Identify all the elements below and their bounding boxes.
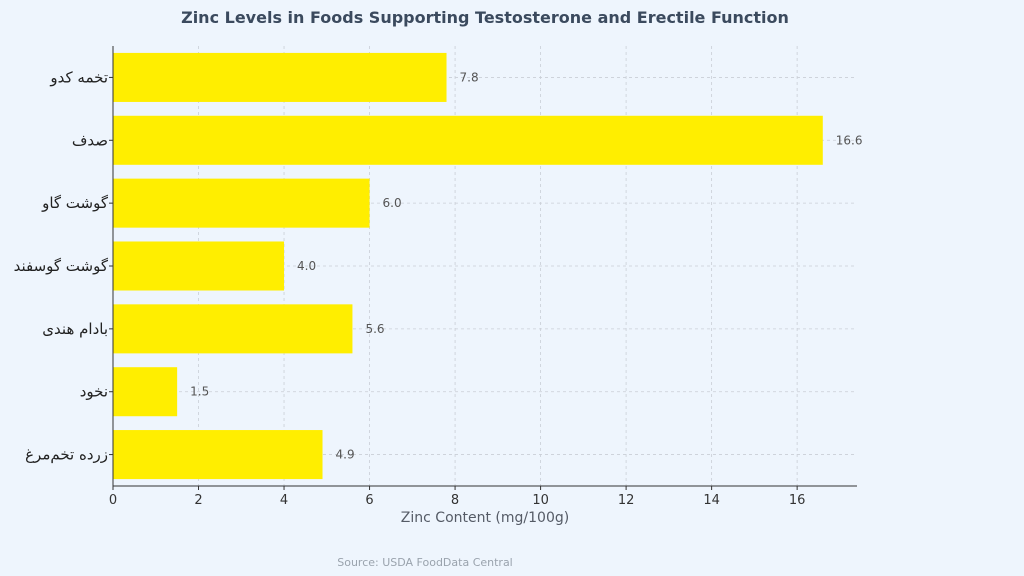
x-tick-label: 2 <box>194 493 202 508</box>
bar-value-label: 5.6 <box>365 322 384 336</box>
x-tick-label: 8 <box>451 493 459 508</box>
bar-value-label: 4.9 <box>336 448 355 462</box>
category-tick-label: نخود <box>80 383 108 401</box>
category-tick-label: بادام هندی <box>42 320 108 338</box>
bar-value-label: 4.0 <box>297 259 316 273</box>
x-tick-label: 10 <box>532 493 549 508</box>
bar <box>113 304 353 354</box>
category-tick-label: زرده تخم‌مرغ <box>25 446 108 464</box>
bar-value-label: 1.5 <box>190 385 209 399</box>
bar <box>113 430 323 480</box>
x-tick-label: 4 <box>280 493 288 508</box>
category-tick-label: گوشت گوسفند <box>14 257 109 275</box>
bar <box>113 115 823 165</box>
chart-title: Zinc Levels in Foods Supporting Testoste… <box>181 8 789 27</box>
x-tick-label: 0 <box>109 493 117 508</box>
bar <box>113 52 447 102</box>
category-tick-label: تخمه کدو <box>49 68 108 86</box>
bars-layer: 7.8 16.6 6.0 4.0 5.6 1.5 4.9 <box>113 52 863 480</box>
x-tick-label: 12 <box>618 493 635 508</box>
x-tick-label: 14 <box>703 493 720 508</box>
bar-value-label: 16.6 <box>836 133 863 147</box>
bar <box>113 241 285 291</box>
bar-value-label: 6.0 <box>383 196 402 210</box>
category-tick-label: صدف <box>72 131 108 149</box>
x-tick-label: 16 <box>789 493 806 508</box>
axis-layer: تخمه کدو صدف گوشت گاو گوشت گوسفند بادام هندی… <box>14 46 857 508</box>
category-tick-label: گوشت گاو <box>41 194 109 212</box>
x-axis-label: Zinc Content (mg/100g) <box>401 510 569 526</box>
source-note: Source: USDA FoodData Central <box>337 556 513 569</box>
x-tick-label: 6 <box>365 493 373 508</box>
bar <box>113 178 370 228</box>
bar-value-label: 7.8 <box>460 70 479 84</box>
bar <box>113 367 178 417</box>
